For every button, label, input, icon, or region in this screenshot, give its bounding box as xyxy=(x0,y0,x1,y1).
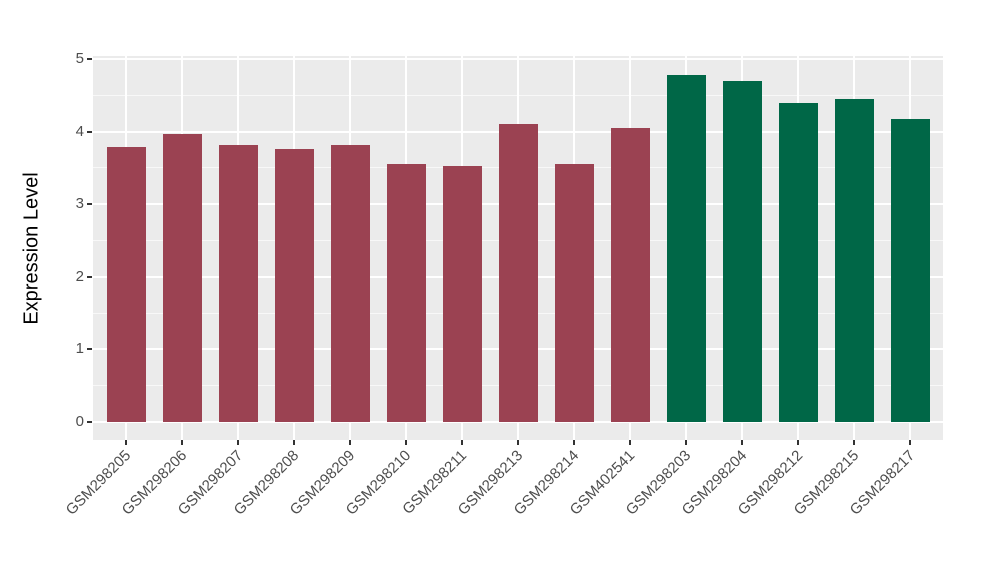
bar-GSM298211 xyxy=(442,166,482,422)
y-tick-label: 5 xyxy=(75,50,84,67)
x-tick-mark xyxy=(461,440,463,445)
y-tick-label: 1 xyxy=(75,340,84,358)
x-tick-mark xyxy=(405,440,407,445)
y-tick-label: 2 xyxy=(75,267,84,285)
x-tick-mark xyxy=(797,440,799,445)
plot-panel xyxy=(93,56,943,440)
bar-GSM298217 xyxy=(890,119,930,422)
x-tick-mark xyxy=(349,440,351,445)
y-axis-title: Expression Level xyxy=(8,56,56,440)
x-tick-mark xyxy=(573,440,575,445)
bar-GSM298209 xyxy=(330,145,370,422)
y-tick-mark xyxy=(87,203,92,206)
y-tick-mark xyxy=(87,275,92,278)
bar-GSM402541 xyxy=(610,127,650,422)
y-tick-mark xyxy=(87,421,92,423)
x-tick-mark xyxy=(293,440,295,445)
bar-GSM298213 xyxy=(498,124,538,422)
y-axis-title-text: Expression Level xyxy=(20,171,43,325)
bar-GSM298207 xyxy=(218,145,258,422)
bar-GSM298210 xyxy=(386,163,426,422)
x-tick-mark xyxy=(237,440,239,445)
y-tick-label: 4 xyxy=(75,122,84,140)
x-tick-mark xyxy=(909,440,911,445)
y-tick-mark xyxy=(87,130,92,133)
bar-GSM298212 xyxy=(778,102,818,422)
x-tick-mark xyxy=(741,440,743,445)
x-tick-mark xyxy=(181,440,183,445)
bar-GSM298204 xyxy=(722,80,762,422)
bar-GSM298214 xyxy=(554,164,594,422)
x-tick-mark xyxy=(629,440,631,445)
bar-GSM298215 xyxy=(834,98,874,422)
x-tick-mark xyxy=(517,440,519,445)
x-tick-mark xyxy=(853,440,855,445)
bar-GSM298206 xyxy=(162,133,202,422)
x-tick-mark xyxy=(125,440,127,445)
x-tick-mark xyxy=(685,440,687,445)
y-tick-label: 0 xyxy=(75,413,84,430)
y-tick-mark xyxy=(87,348,92,351)
bar-GSM298203 xyxy=(666,74,706,422)
y-tick-label: 3 xyxy=(75,195,84,213)
y-tick-mark xyxy=(87,58,92,60)
bar-GSM298205 xyxy=(106,146,146,422)
bar-GSM298208 xyxy=(274,149,314,422)
